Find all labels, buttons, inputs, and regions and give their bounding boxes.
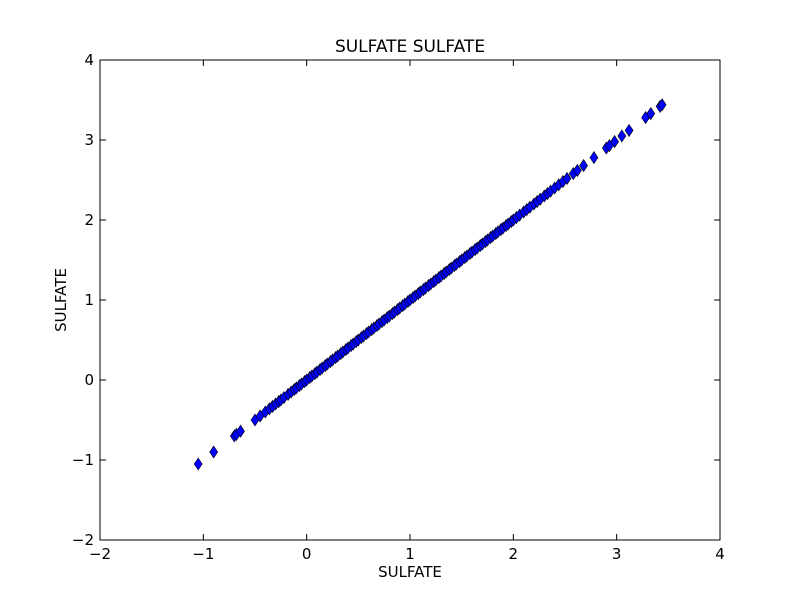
x-tick-label: 3 [612,545,622,563]
y-tick-label: 1 [84,291,94,309]
data-point [562,171,572,185]
data-point [589,151,599,165]
x-tick-label: 4 [715,545,725,563]
x-tick-label: 1 [405,545,415,563]
data-point [624,123,634,137]
y-tick-label: 0 [84,371,94,389]
data-point [646,107,656,121]
data-point [209,445,219,459]
chart-title: SULFATE SULFATE [335,37,485,57]
data-point [617,129,627,143]
x-axis-label: SULFATE [378,563,442,581]
data-point [236,424,245,438]
data-point [610,135,619,149]
x-tick-label: −1 [192,545,214,563]
data-points [193,98,667,471]
y-axis-label: SULFATE [52,268,70,332]
y-tick-label: −1 [72,451,94,469]
y-tick-label: 4 [84,51,94,69]
data-point [657,98,667,112]
data-point [193,457,203,471]
x-tick-label: 2 [509,545,519,563]
x-axis-ticks: −2 −1 0 1 2 3 4 [89,60,725,563]
x-tick-label: 0 [302,545,312,563]
data-point [579,159,588,173]
y-tick-label: 2 [84,211,94,229]
y-axis-ticks: −2 −1 0 1 2 3 4 [72,51,720,549]
y-tick-label: 3 [84,131,94,149]
x-tick-label: −2 [89,545,111,563]
data-point [573,163,582,177]
y-tick-label: −2 [72,531,94,549]
